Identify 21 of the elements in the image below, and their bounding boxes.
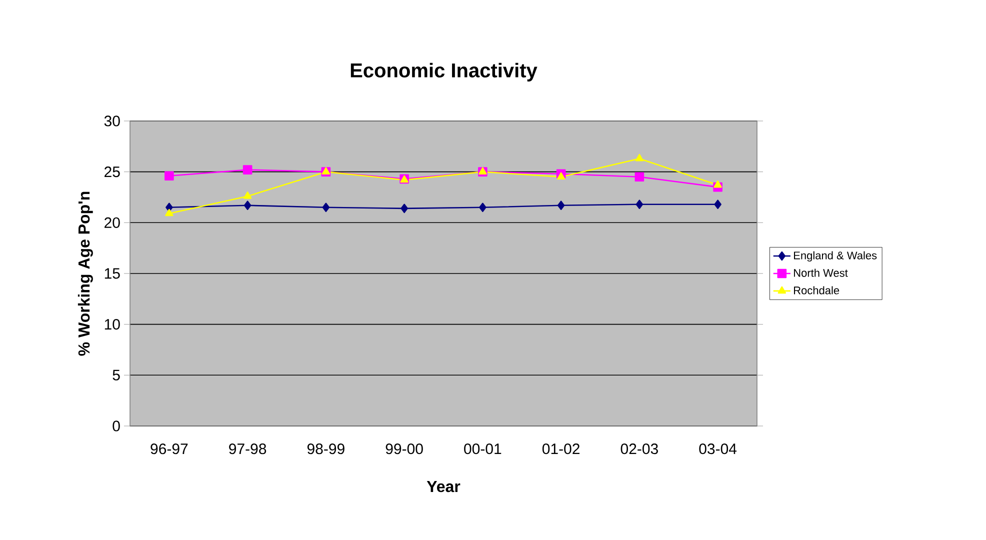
y-tick-label: 20: [104, 217, 120, 228]
x-axis-title: Year: [426, 481, 460, 492]
x-tick-label: 02-03: [620, 444, 658, 454]
x-tick-label: 99-00: [386, 444, 423, 454]
y-tick-label: 30: [104, 116, 120, 126]
y-axis-title: % Working Age Pop'n: [78, 192, 93, 356]
x-tick-label: 96-97: [150, 444, 188, 454]
y-tick-label: 25: [104, 166, 120, 178]
x-tick-label: 03-04: [699, 444, 737, 454]
y-tick-label: 0: [112, 420, 120, 432]
x-tick-label: 01-02: [542, 444, 580, 454]
legend-label: Rochdale: [794, 286, 840, 294]
chart-title: Economic Inactivity: [350, 62, 538, 82]
legend-label: North West: [794, 268, 848, 277]
legend-label: England & Wales: [794, 251, 877, 262]
y-tick-label: 15: [104, 268, 120, 279]
y-tick-label: 5: [112, 370, 120, 380]
y-tick-label: 10: [104, 319, 120, 330]
x-tick-label: 97-98: [229, 444, 266, 454]
x-tick-label: 00-01: [464, 444, 502, 454]
x-tick-label: 98-99: [307, 444, 344, 454]
